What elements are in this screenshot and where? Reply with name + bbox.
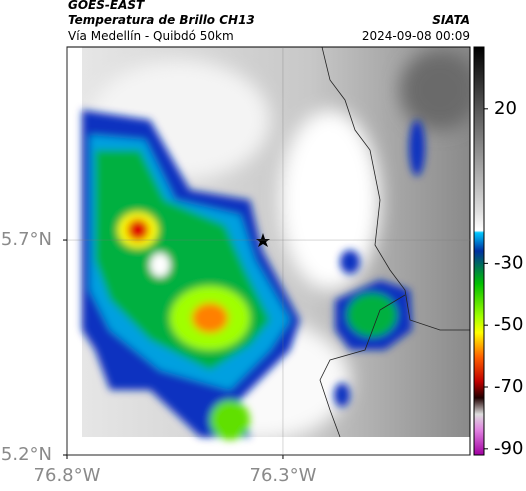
colorbar: [473, 46, 485, 456]
title: GOES-EAST: [68, 0, 145, 12]
satellite-image: [67, 47, 470, 455]
x-tick-label: 76.8°W: [34, 465, 101, 486]
x-tick-label: 76.3°W: [250, 465, 317, 486]
route: Vía Medellín - Quibdó 50km: [68, 29, 234, 43]
colorbar-tick-label: -50: [494, 314, 523, 335]
colorbar-tick-label: -70: [494, 376, 523, 397]
y-tick-label: 5.2°N: [1, 444, 52, 465]
y-tick-label: 5.7°N: [1, 229, 52, 250]
datetime: 2024-09-08 00:09: [362, 29, 470, 43]
source: SIATA: [432, 13, 470, 27]
colorbar-tick-label: -30: [494, 252, 523, 273]
subtitle: Temperatura de Brillo CH13: [68, 13, 255, 27]
colorbar-tick-label: -90: [494, 438, 523, 459]
colorbar-tick-label: 20: [494, 98, 517, 119]
